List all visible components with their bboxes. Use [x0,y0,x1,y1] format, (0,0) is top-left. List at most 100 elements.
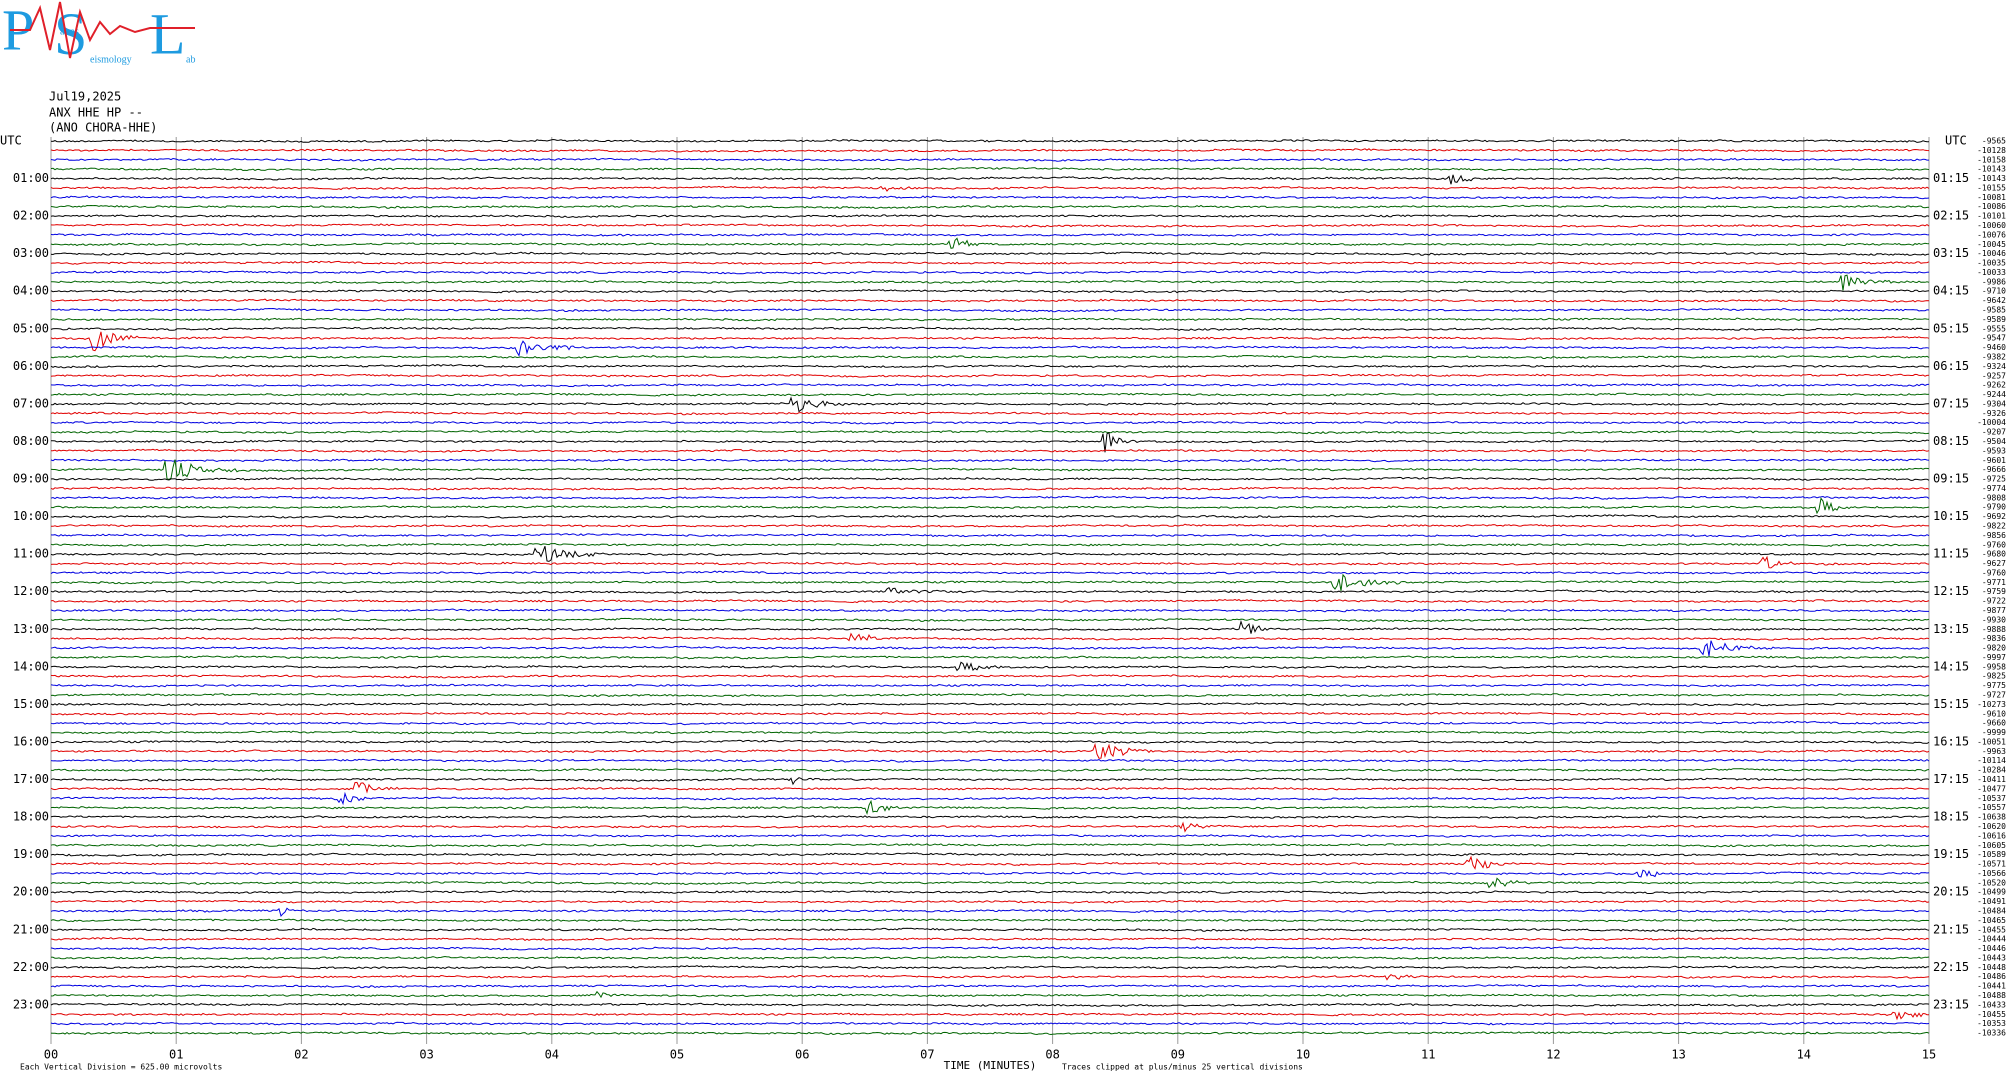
trace [50,340,1930,357]
trace [50,1011,1930,1021]
trace-value: -9324 [1982,362,2006,371]
x-tick-label: 09 [1171,1048,1185,1062]
trace [50,781,1930,794]
right-time-label: 13:15 [1933,622,1969,636]
trace [50,459,1930,480]
right-time-label: 12:15 [1933,584,1969,598]
trace-value: -9585 [1982,306,2006,315]
trace [50,232,1930,237]
trace [50,877,1930,889]
trace-value: -9680 [1982,550,2006,559]
right-time-label: 02:15 [1933,209,1969,223]
left-time-label: 06:00 [13,359,49,373]
trace [50,411,1930,416]
trace-value: -9722 [1982,597,2006,606]
trace-value: -9589 [1982,315,2006,324]
trace [50,270,1930,275]
trace-value: -9822 [1982,521,2006,530]
trace [50,720,1930,726]
trace [51,429,1930,435]
station: ANX HHE HP -- [49,106,143,120]
trace-value: -9958 [1982,662,2006,671]
right-time-label: 22:15 [1933,960,1969,974]
trace [50,955,1930,960]
x-tick-label: 14 [1797,1048,1811,1062]
trace [50,214,1930,218]
right-time-label: 11:15 [1933,547,1969,561]
trace-value: -9856 [1982,531,2006,540]
trace-value: -9725 [1982,475,2006,484]
trace [50,138,1930,143]
trace [50,458,1930,463]
left-time-label: 07:00 [13,396,49,410]
left-time-label: 08:00 [13,434,49,448]
trace-value: -9660 [1982,719,2006,728]
trace-value: -9565 [1982,137,2006,146]
right-time-label: 09:15 [1933,472,1969,486]
trace [50,742,1930,759]
trace [50,573,1930,592]
location: (ANO CHORA-HHE) [49,121,157,135]
trace [50,692,1930,698]
trace [50,619,1930,634]
x-tick-label: 03 [419,1048,433,1062]
trace [50,185,1930,192]
left-time-label: 16:00 [13,734,49,748]
trace-value: -9710 [1982,287,2006,296]
x-tick-label: 02 [294,1048,308,1062]
trace-value: -10143 [1977,165,2006,174]
right-time-label: 14:15 [1933,659,1969,673]
trace [50,251,1930,256]
right-time-label: 17:15 [1933,772,1969,786]
trace-value: -10004 [1977,418,2006,427]
left-time-label: 12:00 [13,584,49,598]
right-time-label: 15:15 [1933,697,1969,711]
left-time-label: 22:00 [13,960,49,974]
trace [50,533,1930,538]
trace [50,326,1930,331]
trace-value: -9627 [1982,559,2006,568]
trace-value: -9593 [1982,446,2006,455]
trace-value: -9547 [1982,334,2006,343]
date: Jul19,2025 [49,90,121,104]
trace-value: -9555 [1982,324,2006,333]
trace-value: -10033 [1977,268,2006,277]
trace [50,476,1930,481]
trace-value: -10051 [1977,737,2006,746]
trace [50,984,1930,989]
trace [50,555,1930,569]
trace [50,331,1930,352]
trace [50,570,1930,575]
trace-value: -10455 [1977,1010,2006,1019]
trace [50,834,1930,838]
trace [50,852,1930,857]
trace-value: -9760 [1982,540,2006,549]
trace-value: -9601 [1982,456,2006,465]
trace [50,946,1930,951]
trace-value: -9304 [1982,399,2006,408]
left-time-label: 10:00 [13,509,49,523]
left-time-label: 03:00 [13,246,49,260]
trace-value: -10076 [1977,230,2006,239]
trace-value: -9257 [1982,371,2006,380]
trace-value: -10537 [1977,794,2006,803]
left-time-label: 15:00 [13,697,49,711]
trace-value: -10448 [1977,963,2006,972]
trace-value: -9771 [1982,578,2006,587]
right-time-label: UTC [1945,134,1967,148]
right-time-label: 21:15 [1933,922,1969,936]
trace-value: -10499 [1977,888,2006,897]
right-time-label: 18:15 [1933,810,1969,824]
trace-value: -10557 [1977,803,2006,812]
trace-value: -10086 [1977,202,2006,211]
trace-value: -10114 [1977,756,2006,765]
trace [50,167,1930,172]
trace-value: -10441 [1977,982,2006,991]
trace-value: -10045 [1977,240,2006,249]
x-tick-label: 11 [1421,1048,1435,1062]
trace-value: -9963 [1982,747,2006,756]
trace [50,661,1930,672]
trace [50,739,1930,744]
trace-value: -10101 [1977,212,2006,221]
